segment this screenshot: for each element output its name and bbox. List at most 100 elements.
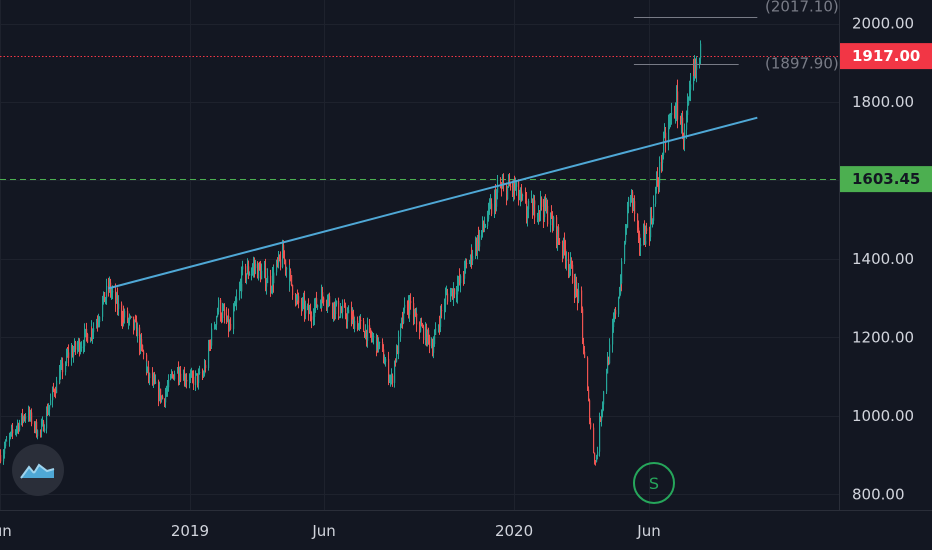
candle [240, 278, 242, 292]
time-axis[interactable]: Jun 2019 Jun 2020 Jun [0, 522, 661, 540]
candle [384, 354, 386, 364]
candle [603, 390, 605, 411]
candle [595, 459, 597, 466]
candle [271, 285, 273, 294]
candle [564, 232, 566, 256]
candle [434, 329, 436, 347]
candle [578, 282, 580, 304]
candle [481, 230, 483, 240]
candle [609, 338, 611, 365]
y-tick-label: 2000.00 [852, 15, 914, 33]
candle [344, 299, 346, 308]
tradingview-cloud-icon[interactable] [12, 444, 64, 496]
candle [108, 277, 110, 297]
candle [557, 226, 559, 251]
candle [525, 187, 527, 204]
candle [655, 186, 657, 207]
candle [619, 286, 621, 299]
candle [346, 313, 348, 329]
candle [675, 102, 677, 124]
candle [255, 259, 257, 275]
candle [482, 216, 484, 238]
candle [75, 340, 77, 356]
candle [10, 431, 12, 440]
candle [341, 306, 343, 314]
candle [146, 361, 148, 373]
candle [379, 341, 381, 350]
y-tick-label: 1000.00 [852, 407, 914, 425]
candle [320, 299, 322, 309]
candle [452, 288, 454, 300]
candle [29, 406, 31, 422]
candle [450, 287, 452, 303]
candle [593, 423, 595, 454]
candle [334, 301, 336, 321]
candle [668, 114, 670, 151]
candle [495, 183, 497, 215]
candle [489, 198, 491, 215]
candle [254, 257, 256, 278]
candle [122, 310, 124, 329]
candle [251, 267, 253, 281]
candle [634, 195, 636, 222]
candle [477, 234, 479, 260]
candle [345, 302, 347, 320]
candle [90, 337, 92, 343]
candle [694, 55, 696, 81]
candle [59, 365, 61, 384]
candle [438, 324, 440, 333]
candle [167, 379, 169, 397]
candle [335, 298, 337, 320]
candle [614, 308, 616, 323]
candle [295, 293, 297, 307]
last-price-badge-label: 1917.00 [852, 47, 920, 65]
annotation-label: (2017.10) [765, 0, 839, 16]
candle [558, 228, 560, 246]
candle [433, 336, 435, 359]
candle [497, 175, 499, 200]
candle [620, 274, 622, 296]
candle [140, 334, 142, 355]
trendline[interactable] [108, 116, 758, 290]
candle [347, 307, 349, 329]
candle [91, 326, 93, 342]
candle [515, 177, 517, 191]
candle [68, 344, 70, 367]
session-badge[interactable]: S [633, 462, 675, 504]
candle [390, 374, 392, 387]
candle [205, 360, 207, 373]
candle [597, 446, 599, 460]
trendline-layer[interactable] [108, 116, 758, 290]
candle [488, 202, 490, 222]
candle [60, 359, 62, 380]
candle [338, 297, 340, 320]
candle [662, 152, 664, 172]
candle [383, 344, 385, 364]
candle [602, 401, 604, 418]
candle [298, 292, 300, 309]
candle [615, 306, 617, 319]
candle [261, 263, 263, 280]
candle [688, 96, 690, 106]
candle [133, 316, 135, 335]
candle [152, 367, 154, 386]
candle [71, 343, 73, 366]
candle [612, 318, 614, 353]
candle [99, 316, 101, 323]
candle [624, 240, 626, 264]
candle [403, 307, 405, 325]
candle [596, 454, 598, 463]
candle [196, 373, 198, 376]
candle [428, 327, 430, 345]
candle [79, 338, 81, 357]
candle [92, 328, 94, 344]
candle [121, 301, 123, 327]
candle [432, 338, 434, 357]
candle [6, 435, 8, 442]
candle [547, 199, 549, 227]
candle [253, 256, 255, 278]
candle [18, 422, 20, 435]
